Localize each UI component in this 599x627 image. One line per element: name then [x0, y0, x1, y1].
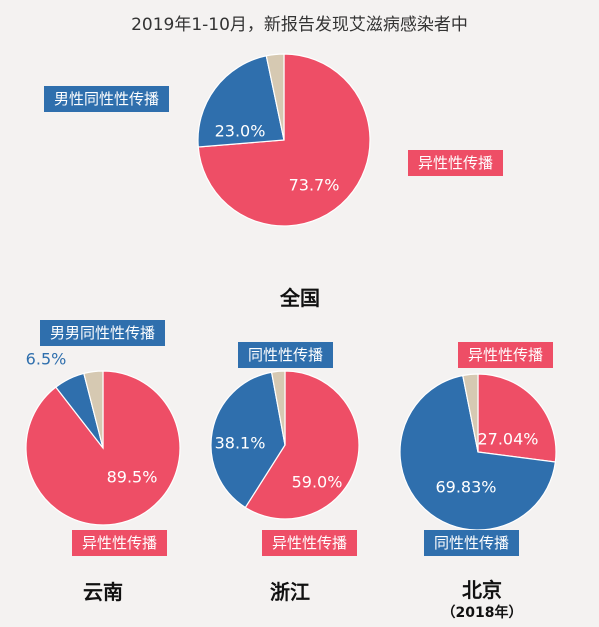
pie-zhejiang-slice-homo: [210, 371, 286, 509]
legend-yunnan-homo: 男男同性性传播: [40, 320, 166, 346]
pie-national-slice-homo: [197, 55, 285, 148]
pie-zhejiang-value-homo: 38.1%: [215, 434, 266, 453]
legend-zhejiang-homo: 同性性传播: [238, 342, 334, 368]
pie-beijing-value-homo: 69.83%: [435, 478, 496, 497]
pie-beijing-slice-other: [462, 373, 479, 453]
legend-national-hetero: 异性性传播: [408, 150, 504, 176]
legend-national-homo: 男性同性性传播: [44, 86, 170, 112]
legend-beijing-hetero: 异性性传播: [458, 342, 554, 368]
pie-yunnan-slice-other: [83, 370, 104, 449]
region-national: 全国: [280, 286, 320, 310]
pie-yunnan-value-homo: 6.5%: [26, 350, 67, 369]
pie-zhejiang-slice-hetero: [244, 370, 360, 520]
legend-zhejiang-hetero: 异性性传播: [262, 530, 358, 556]
region-beijing-year: （2018年）: [441, 605, 523, 621]
pie-zhejiang-value-hetero: 59.0%: [292, 473, 343, 492]
pie-beijing-slice-homo: [399, 374, 557, 531]
pie-yunnan-value-hetero: 89.5%: [107, 468, 158, 487]
region-yunnan: 云南: [83, 580, 123, 604]
region-zhejiang: 浙江: [270, 580, 310, 604]
legend-beijing-homo: 同性性传播: [424, 530, 520, 556]
legend-yunnan-hetero: 异性性传播: [72, 530, 168, 556]
pie-national-value-hetero: 73.7%: [289, 176, 340, 195]
region-beijing: 北京: [462, 578, 502, 602]
pie-zhejiang-slice-other: [270, 370, 286, 446]
pie-beijing-slice-hetero: [477, 373, 557, 463]
pie-national-slice-other: [265, 53, 285, 141]
pie-national-value-homo: 23.0%: [215, 122, 266, 141]
chart-title: 2019年1-10月，新报告发现艾滋病感染者中: [131, 15, 468, 35]
pie-beijing-value-hetero: 27.04%: [477, 430, 538, 449]
